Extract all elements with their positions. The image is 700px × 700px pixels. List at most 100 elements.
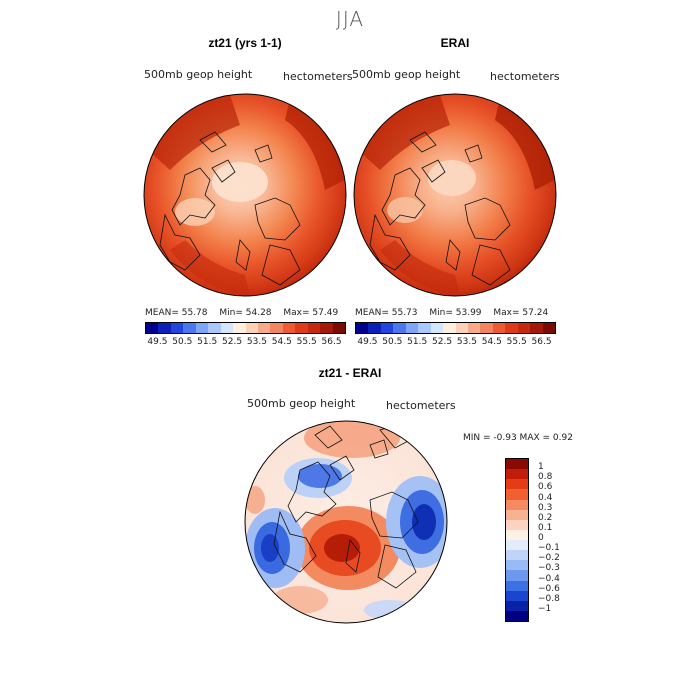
right-colorbar-swatch <box>356 323 369 333</box>
diff-colorbar-swatch <box>506 540 528 551</box>
left-colorbar-tick-label: 55.5 <box>296 337 317 347</box>
right-colorbar-tick-label: 53.5 <box>456 337 477 347</box>
right-colorbar-swatch <box>542 323 555 333</box>
diff-panel-title: zt21 - ERAI <box>318 366 382 380</box>
right-colorbar-tick-label: 56.5 <box>531 337 552 347</box>
left-colorbar-tick-label: 51.5 <box>197 337 218 347</box>
right-colorbar-tick-label: 55.5 <box>506 337 527 347</box>
diff-colorbar-swatch <box>506 459 528 470</box>
left-min: Min= 54.28 <box>219 308 272 318</box>
right-colorbar-swatch <box>467 323 481 333</box>
left-colorbar-swatch <box>233 323 246 333</box>
right-colorbar-swatch <box>443 323 456 333</box>
right-colorbar <box>355 322 556 334</box>
left-colorbar-tick-label: 50.5 <box>172 337 193 347</box>
right-colorbar-swatch <box>505 323 518 333</box>
diff-colorbar-swatch <box>506 479 528 490</box>
right-panel-variable: 500mb geop height <box>352 68 461 81</box>
left-colorbar-swatch <box>295 323 308 333</box>
diff-colorbar-swatch <box>506 469 528 480</box>
left-colorbar-swatch <box>158 323 171 333</box>
left-colorbar <box>145 322 346 334</box>
right-colorbar-swatch <box>455 323 468 333</box>
diff-colorbar-swatch <box>506 590 528 601</box>
diff-colorbar-tick-label: 1 <box>538 462 544 473</box>
right-panel-title: ERAI <box>440 36 470 50</box>
left-colorbar-swatch <box>195 323 209 333</box>
right-colorbar-tick-label: 51.5 <box>407 337 428 347</box>
diff-colorbar-tick-label: −1 <box>538 603 552 614</box>
diff-colorbar-tick-label: 0.8 <box>538 472 553 483</box>
diff-colorbar-swatch <box>506 509 528 520</box>
right-colorbar-swatch <box>418 323 431 333</box>
right-colorbar-swatch <box>368 323 381 333</box>
right-colorbar-tick-label: 49.5 <box>357 337 378 347</box>
left-colorbar-swatch <box>245 323 258 333</box>
diff-colorbar-tick-label: −0.3 <box>538 563 560 574</box>
right-colorbar-ticks: 49.5 50.5 51.5 52.5 53.5 54.5 55.5 56.5 <box>355 337 554 349</box>
right-panel-units: hectometers <box>490 70 560 83</box>
diff-colorbar <box>505 458 529 622</box>
diff-minmax: MIN = -0.93 MAX = 0.92 <box>463 433 573 443</box>
right-colorbar-swatch <box>480 323 493 333</box>
diff-colorbar-swatch <box>506 529 528 540</box>
right-colorbar-swatch <box>517 323 531 333</box>
diff-colorbar-tick-label: 0 <box>538 533 544 543</box>
diff-colorbar-tick-label: −0.8 <box>538 593 560 604</box>
diff-panel-units: hectometers <box>386 399 456 412</box>
left-colorbar-tick-label: 56.5 <box>321 337 342 347</box>
diff-colorbar-tick-label: 0.3 <box>538 502 553 513</box>
right-colorbar-swatch <box>530 323 543 333</box>
left-colorbar-tick-label: 49.5 <box>147 337 168 347</box>
left-colorbar-tick-label: 53.5 <box>246 337 267 347</box>
right-colorbar-swatch <box>380 323 394 333</box>
diff-colorbar-tick-label: 0.1 <box>538 522 553 533</box>
left-colorbar-tick-label: 52.5 <box>222 337 243 347</box>
diff-colorbar-ticks: 1 0.8 0.6 0.4 0.3 0.2 0.1 0 −0.1 −0.2 −0.3 −0.4 −0.6… <box>538 458 578 620</box>
diff-colorbar-swatch <box>506 570 528 581</box>
left-colorbar-swatch <box>332 323 345 333</box>
left-colorbar-swatch <box>307 323 321 333</box>
diff-colorbar-swatch <box>506 560 528 571</box>
left-colorbar-swatch <box>146 323 159 333</box>
left-colorbar-swatch <box>320 323 333 333</box>
left-colorbar-ticks: 49.5 50.5 51.5 52.5 53.5 54.5 55.5 56.5 <box>145 337 344 349</box>
left-colorbar-swatch <box>208 323 221 333</box>
right-colorbar-tick-label: 50.5 <box>382 337 403 347</box>
diff-colorbar-tick-label: 0.6 <box>538 482 553 493</box>
right-mean: MEAN= 55.73 <box>355 308 418 318</box>
right-colorbar-swatch <box>430 323 444 333</box>
diff-colorbar-tick-label: −0.1 <box>538 543 560 554</box>
right-colorbar-tick-label: 54.5 <box>481 337 502 347</box>
left-colorbar-swatch <box>257 323 271 333</box>
left-panel-stats: MEAN= 55.78 Min= 54.28 Max= 57.49 <box>145 308 347 318</box>
left-colorbar-swatch <box>170 323 184 333</box>
left-mean: MEAN= 55.78 <box>145 308 208 318</box>
left-max: Max= 57.49 <box>283 308 339 318</box>
left-colorbar-swatch <box>220 323 234 333</box>
left-panel-title: zt21 (yrs 1-1) <box>208 36 282 50</box>
left-polar-map <box>143 93 347 297</box>
diff-colorbar-tick-label: −0.4 <box>538 573 560 584</box>
diff-colorbar-tick-label: 0.4 <box>538 492 553 503</box>
right-min: Min= 53.99 <box>429 308 482 318</box>
diff-colorbar-swatch <box>506 519 528 530</box>
right-polar-map <box>353 93 557 297</box>
right-colorbar-swatch <box>405 323 419 333</box>
right-colorbar-swatch <box>492 323 506 333</box>
diff-colorbar-swatch <box>506 600 528 611</box>
diff-colorbar-swatch <box>506 580 528 591</box>
left-colorbar-swatch <box>183 323 196 333</box>
left-panel-variable: 500mb geop height <box>144 68 253 81</box>
right-colorbar-swatch <box>393 323 406 333</box>
left-colorbar-swatch <box>282 323 296 333</box>
diff-colorbar-tick-label: 0.2 <box>538 512 553 523</box>
right-max: Max= 57.24 <box>493 308 549 318</box>
right-panel-stats: MEAN= 55.73 Min= 53.99 Max= 57.24 <box>355 308 557 318</box>
diff-colorbar-swatch <box>506 499 528 510</box>
figure-title: JJA <box>335 7 365 31</box>
diff-colorbar-swatch <box>506 610 528 621</box>
diff-colorbar-tick-label: −0.2 <box>538 553 560 564</box>
left-panel-units: hectometers <box>283 70 353 83</box>
